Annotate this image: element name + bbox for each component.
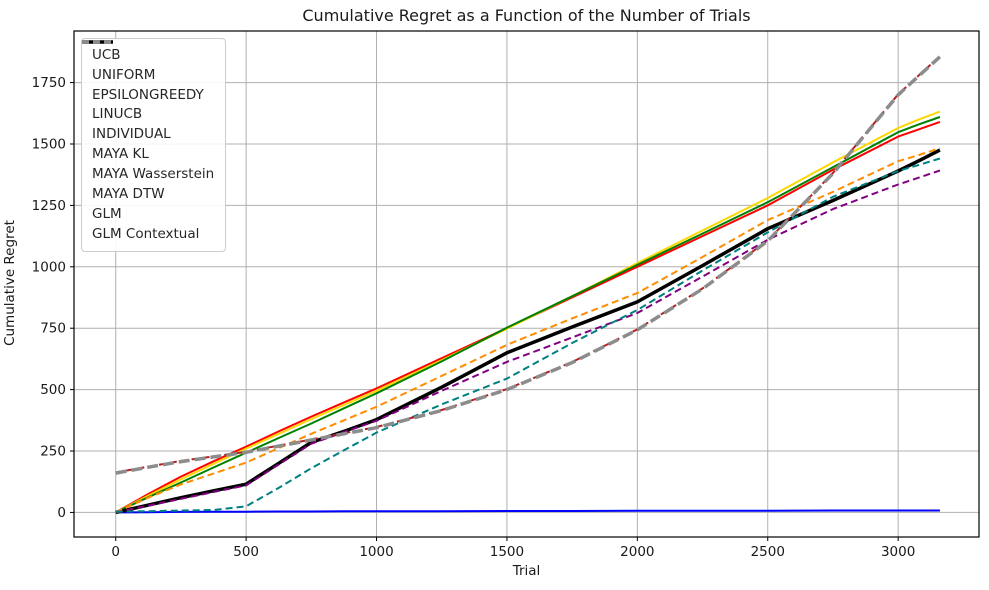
legend-item-linucb: LINUCB bbox=[82, 41, 214, 125]
series-line-linucb bbox=[115, 509, 940, 514]
legend-item-uniform: UNIFORM bbox=[82, 41, 214, 85]
x-tick-label-2500: 2500 bbox=[751, 544, 785, 560]
legend-item-maya-wasserstein: MAYA Wasserstein bbox=[82, 41, 215, 184]
x-tick-label-0: 0 bbox=[111, 544, 120, 560]
series-line-maya-kl bbox=[115, 147, 941, 514]
series-line-maya-dtw bbox=[115, 157, 941, 513]
legend-item-maya-kl: MAYA KL bbox=[82, 41, 214, 164]
x-tick-label-1500: 1500 bbox=[490, 544, 524, 560]
legend-swatch-glm-contextual bbox=[82, 40, 113, 44]
y-tick-label-750: 750 bbox=[40, 321, 66, 337]
series-line-individual bbox=[115, 148, 941, 515]
chart-legend: UCB UNIFORM EPSILONGREEDY LINUCB INDIVIDUAL M… bbox=[81, 38, 227, 252]
legend-item-epsilongreedy: EPSILONGREEDY bbox=[82, 41, 214, 105]
legend-label-individual: INDIVIDUAL bbox=[92, 126, 171, 143]
legend-label-maya-wasserstein: MAYA Wasserstein bbox=[92, 166, 215, 182]
series-line-maya-wasserstein bbox=[115, 169, 941, 514]
legend-label-maya-dtw: MAYA DTW bbox=[92, 185, 165, 202]
series-line-epsilongreedy bbox=[115, 116, 941, 514]
legend-item-maya-dtw: MAYA DTW bbox=[82, 41, 214, 204]
legend-label-linucb: LINUCB bbox=[92, 106, 143, 123]
x-tick-label-3000: 3000 bbox=[881, 544, 915, 560]
series-line-glm bbox=[115, 55, 941, 474]
legend-label-epsilongreedy: EPSILONGREEDY bbox=[92, 86, 204, 103]
legend-label-uniform: UNIFORM bbox=[92, 66, 156, 83]
legend-item-glm: GLM bbox=[82, 41, 214, 224]
x-tick-label-500: 500 bbox=[233, 544, 259, 560]
x-tick-label-2000: 2000 bbox=[620, 544, 654, 560]
legend-item-individual: INDIVIDUAL bbox=[82, 40, 214, 145]
legend-item-glm-contextual: GLM Contextual bbox=[82, 40, 214, 244]
x-tick-label-1000: 1000 bbox=[359, 544, 393, 560]
plot-border bbox=[73, 30, 980, 538]
y-tick-label-0: 0 bbox=[57, 505, 66, 521]
y-tick-label-250: 250 bbox=[40, 444, 66, 460]
chart-title: Cumulative Regret as a Function of the N… bbox=[302, 6, 751, 25]
series-line-uniform bbox=[115, 110, 941, 514]
y-axis-label: Cumulative Regret bbox=[2, 220, 18, 346]
x-axis-label: Trial bbox=[512, 563, 541, 579]
y-tick-label-1250: 1250 bbox=[32, 198, 66, 214]
legend-label-glm: GLM bbox=[92, 205, 122, 222]
y-tick-label-1750: 1750 bbox=[32, 75, 66, 91]
y-tick-label-1500: 1500 bbox=[32, 136, 66, 152]
legend-label-maya-kl: MAYA KL bbox=[92, 146, 149, 163]
y-tick-label-500: 500 bbox=[40, 382, 66, 398]
legend-label-ucb: UCB bbox=[92, 46, 121, 63]
y-tick-label-1000: 1000 bbox=[32, 259, 66, 275]
series-line-glm-contextual bbox=[115, 55, 942, 475]
legend-label-glm-contextual: GLM Contextual bbox=[92, 225, 200, 242]
legend-item-ucb: UCB bbox=[82, 41, 214, 65]
series-line-ucb bbox=[115, 120, 941, 514]
